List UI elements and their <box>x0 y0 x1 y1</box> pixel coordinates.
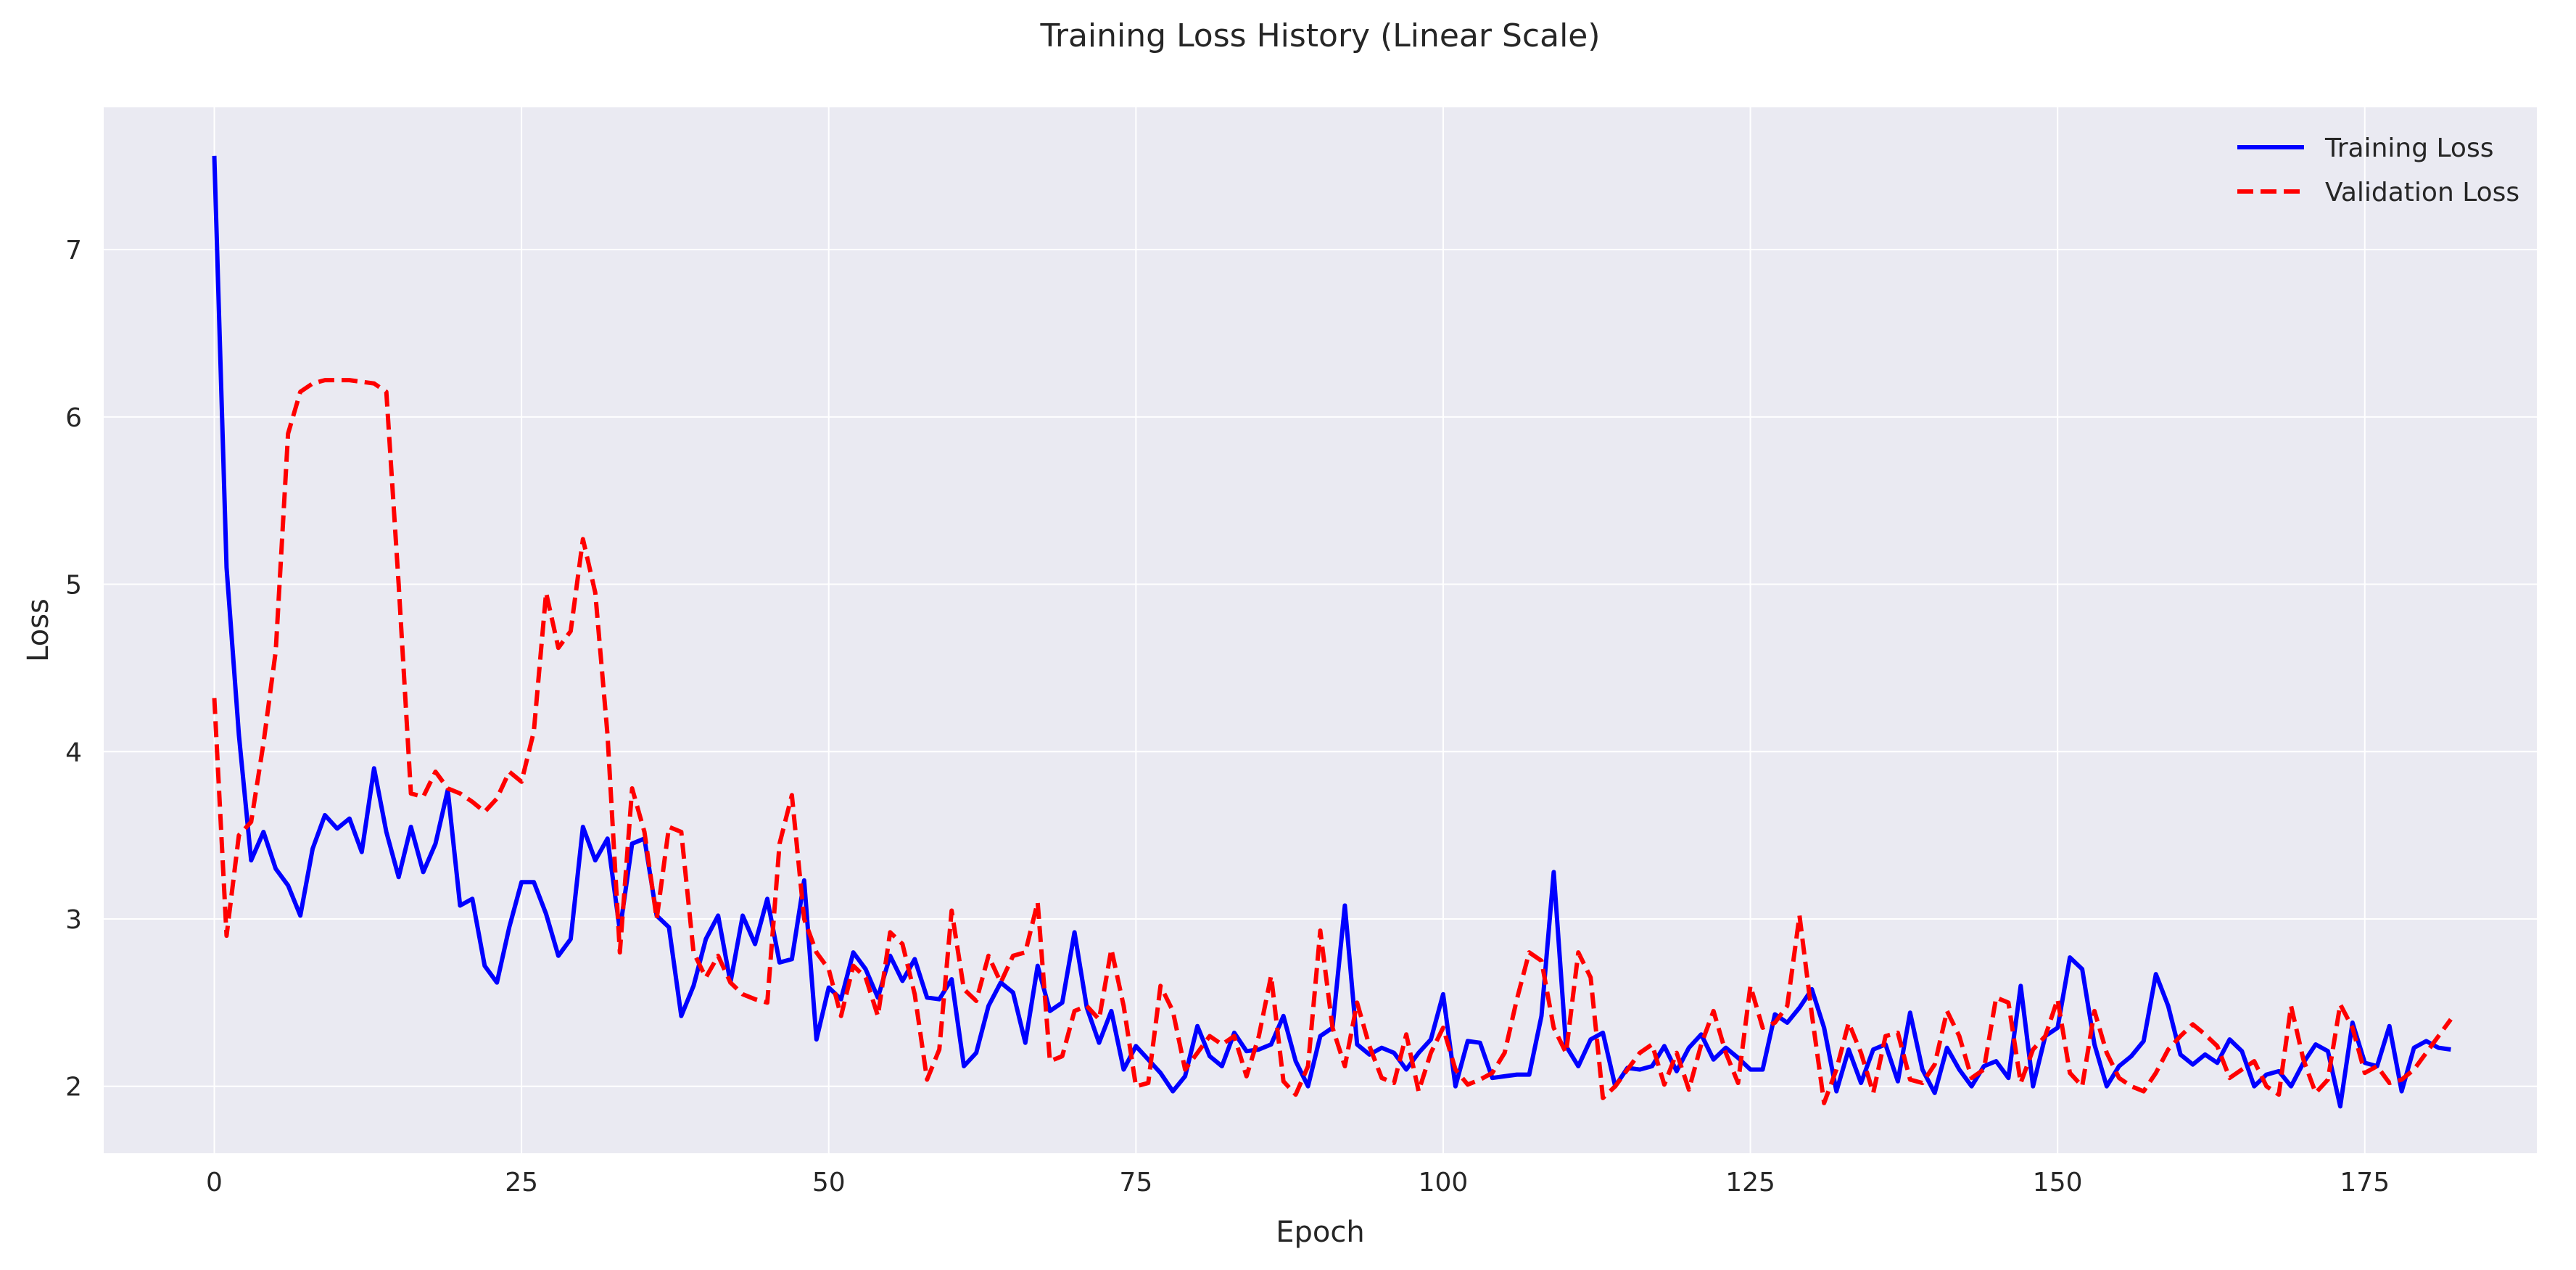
x-tick-label: 100 <box>1419 1168 1469 1197</box>
legend-label: Validation Loss <box>2325 178 2519 207</box>
y-axis-label: Loss <box>22 598 55 662</box>
y-axis-ticks: 2 3 4 5 6 7 <box>65 236 82 1102</box>
x-axis-ticks: 0 25 50 75 100 125 150 175 <box>206 1168 2390 1197</box>
x-axis-label: Epoch <box>1276 1216 1364 1249</box>
y-tick-label: 6 <box>65 403 82 433</box>
legend: Training Loss Validation Loss <box>2237 133 2519 207</box>
grid <box>104 107 2537 1153</box>
legend-label: Training Loss <box>2324 133 2493 163</box>
x-tick-label: 175 <box>2340 1168 2390 1197</box>
y-tick-label: 7 <box>65 236 82 265</box>
y-tick-label: 3 <box>65 905 82 935</box>
series-lines <box>212 155 2453 1109</box>
y-tick-label: 2 <box>65 1073 82 1102</box>
y-tick-label: 4 <box>65 738 82 767</box>
x-tick-label: 150 <box>2033 1168 2083 1197</box>
x-tick-label: 50 <box>812 1168 846 1197</box>
x-tick-label: 0 <box>206 1168 223 1197</box>
chart-title: Training Loss History (Linear Scale) <box>1039 17 1600 54</box>
x-tick-label: 75 <box>1119 1168 1152 1197</box>
plot-area <box>104 107 2537 1153</box>
validation-loss-line <box>212 378 2453 1105</box>
y-tick-label: 5 <box>65 571 82 601</box>
x-tick-label: 125 <box>1725 1168 1775 1197</box>
x-tick-label: 25 <box>505 1168 538 1197</box>
